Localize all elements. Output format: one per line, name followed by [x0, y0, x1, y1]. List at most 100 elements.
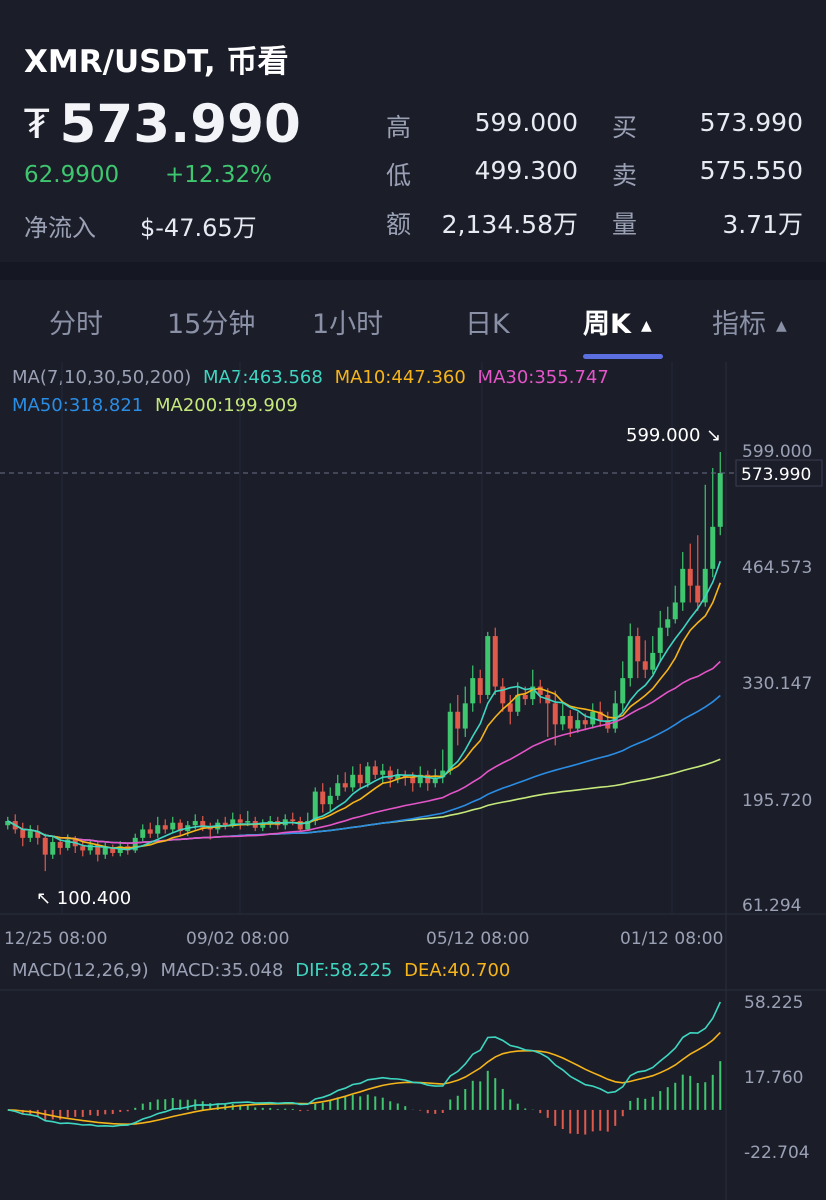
candle-body	[515, 694, 521, 712]
amount-label: 额	[386, 210, 412, 239]
change-percent: +12.32%	[165, 162, 272, 188]
price-axis-label: 330.147	[742, 674, 812, 694]
candle-body	[207, 827, 213, 830]
kline-chart[interactable]: 573.990 599.000 464.573 330.147 195.720 61.29…	[0, 362, 826, 1200]
time-axis-label: 05/12 08:00	[426, 929, 529, 949]
candle-body	[462, 703, 468, 729]
low-value: 499.300	[474, 156, 578, 185]
candle-body	[575, 720, 581, 729]
tab-time-share[interactable]: 分时	[49, 302, 103, 341]
active-tab-underline	[583, 354, 663, 359]
bid-value: 573.990	[699, 108, 803, 137]
tab-indicators[interactable]: 指标 ▲	[712, 302, 787, 341]
candle-body	[372, 766, 378, 775]
candle-body	[245, 821, 251, 823]
ma7-value: MA7:463.568	[203, 367, 323, 388]
candle-body	[222, 822, 228, 826]
candle-body	[530, 686, 536, 700]
dropdown-triangle-icon: ▲	[776, 317, 787, 334]
price-axis-label: 195.720	[742, 791, 812, 811]
low-label: 低	[386, 161, 412, 190]
ma10-value: MA10:447.360	[334, 367, 466, 388]
candle-body	[260, 822, 266, 828]
dea-value: DEA:40.700	[404, 960, 511, 981]
price-row: ₮ 573.990	[24, 94, 301, 155]
candle-body	[402, 774, 408, 778]
dea-line	[7, 1031, 721, 1126]
candle-body	[410, 777, 416, 784]
amount-value: 2,134.58万	[441, 210, 578, 239]
ma200-line	[7, 758, 721, 845]
macd-axis-label: 58.225	[744, 993, 803, 1013]
candle-body	[470, 678, 476, 704]
price-axis-label: 464.573	[742, 558, 812, 578]
ma7-line	[7, 560, 722, 851]
pair-title: XMR/USDT, 币看	[24, 44, 289, 80]
candle-body	[110, 847, 116, 853]
candle-body	[695, 585, 701, 603]
candle-body	[342, 783, 348, 788]
candle-body	[432, 777, 438, 784]
candle-body	[335, 783, 341, 796]
min-price-annotation: ↖ 100.400	[36, 888, 131, 909]
macd-axis-label: -22.704	[744, 1143, 810, 1163]
candle-body	[50, 842, 56, 855]
ask-value: 575.550	[699, 156, 803, 185]
candle-body	[357, 774, 363, 784]
candle-body	[192, 821, 198, 826]
candle-body	[35, 831, 41, 838]
max-price-annotation: 599.000 ↘	[626, 425, 721, 446]
candle-body	[237, 819, 243, 823]
tab-label: 分时	[49, 309, 103, 340]
dif-line	[7, 1001, 722, 1128]
candle-body	[620, 678, 626, 704]
candle-body	[425, 774, 431, 784]
ma30-value: MA30:355.747	[477, 367, 609, 388]
ma10-line	[7, 582, 722, 849]
candle-body	[177, 822, 183, 832]
macd-title: MACD(12,26,9)	[12, 960, 149, 981]
ticker-header: XMR/USDT, 币看 ₮ 573.990 62.9900 +12.32% 净…	[0, 0, 826, 262]
candle-body	[170, 822, 176, 830]
tab-1hour[interactable]: 1小时	[312, 302, 383, 341]
time-axis-label: 12/25 08:00	[4, 929, 107, 949]
candle-body	[522, 694, 528, 700]
candle-body	[642, 661, 648, 670]
candle-body	[650, 652, 656, 670]
high-label: 高	[386, 113, 412, 142]
macd-value: MACD:35.048	[160, 960, 284, 981]
candle-body	[672, 602, 678, 620]
ma-legend-row2: MA50:318.821 MA200:199.909	[12, 395, 298, 416]
candle-body	[500, 686, 506, 704]
dif-value: DIF:58.225	[295, 960, 393, 981]
candle-body	[492, 636, 498, 687]
last-price: 573.990	[59, 94, 301, 155]
candle-body	[290, 819, 296, 822]
volume-label: 量	[612, 210, 638, 239]
candle-body	[612, 703, 618, 729]
candle-body	[350, 774, 356, 788]
time-axis-label: 09/02 08:00	[186, 929, 289, 949]
candle-body	[687, 568, 693, 586]
section-divider	[0, 262, 826, 280]
tab-label: 指标	[712, 309, 766, 340]
tab-label: 1小时	[312, 309, 384, 340]
tab-daily[interactable]: 日K	[465, 302, 510, 341]
candle-body	[230, 819, 236, 826]
candle-body	[327, 795, 333, 805]
candle-body	[665, 619, 671, 628]
net-inflow-label: 净流入	[24, 214, 96, 242]
candle-body	[477, 678, 483, 695]
price-axis-label: 61.294	[742, 896, 801, 916]
currency-icon: ₮	[24, 101, 50, 148]
candle-body	[635, 636, 641, 662]
tab-weekly[interactable]: 周K ▲	[583, 302, 652, 341]
price-axis-label: 599.000	[742, 442, 812, 462]
candle-body	[440, 770, 446, 778]
tab-15min[interactable]: 15分钟	[167, 302, 255, 341]
candle-body	[417, 774, 423, 784]
ask-label: 卖	[612, 161, 638, 190]
candle-body	[447, 711, 453, 771]
net-inflow-value: $-47.65万	[140, 214, 257, 242]
candle-body	[560, 715, 566, 725]
